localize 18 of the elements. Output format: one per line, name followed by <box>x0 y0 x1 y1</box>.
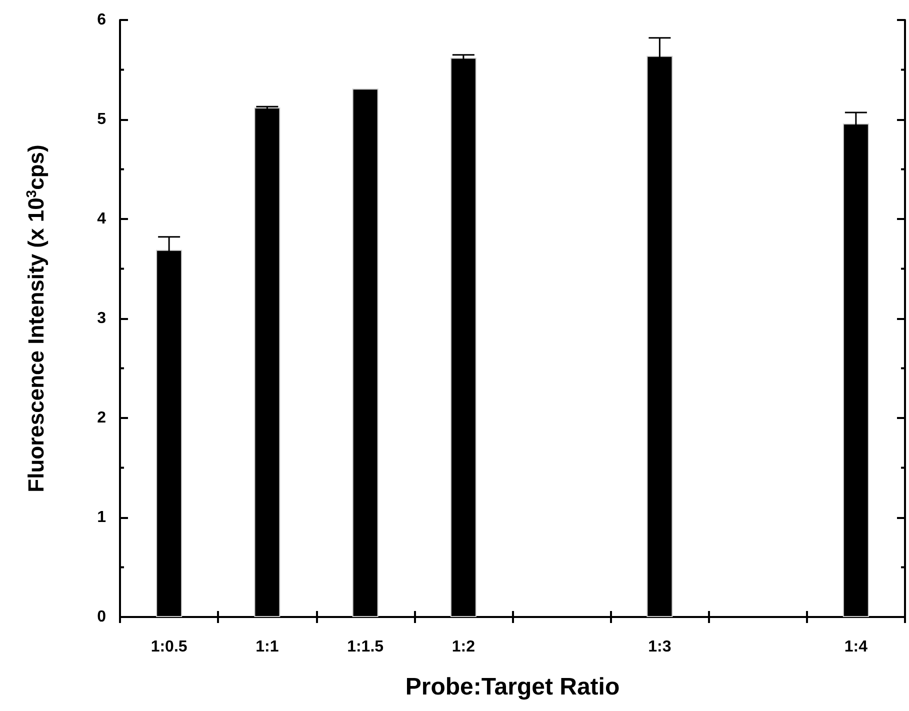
x-axis-title: Probe:Target Ratio <box>405 674 620 700</box>
bar <box>254 108 280 617</box>
x-tick-label: 1:0.5 <box>150 638 188 656</box>
x-tick-label: 1:1.5 <box>347 638 384 656</box>
y-tick-label: 1 <box>97 509 106 526</box>
x-tick-label: 1:4 <box>844 638 868 656</box>
x-tick-label: 1:1 <box>256 638 279 656</box>
y-axis-title: Fluorescence Intensity (x 103cps) <box>23 144 48 492</box>
x-tick-label: 1:2 <box>452 638 476 656</box>
x-tick-label: 1:3 <box>648 638 672 656</box>
bar <box>352 88 378 617</box>
y-tick-label: 2 <box>97 410 106 426</box>
y-tick-label: 6 <box>97 12 106 28</box>
y-tick-label: 0 <box>97 608 106 626</box>
y-tick-label: 5 <box>97 111 106 128</box>
bar <box>450 58 476 617</box>
y-tick-label: 3 <box>97 310 106 327</box>
y-tick-label: 4 <box>97 210 106 228</box>
